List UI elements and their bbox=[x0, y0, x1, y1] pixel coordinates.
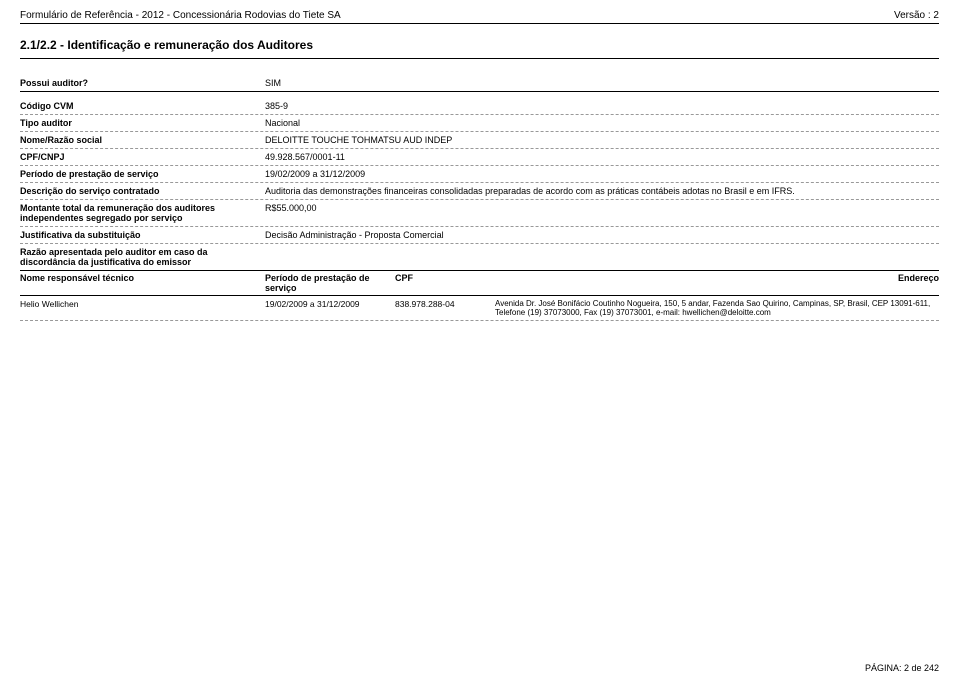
field-descricao: Descrição do serviço contratado Auditori… bbox=[20, 183, 939, 200]
field-label-periodo: Período de prestação de serviço bbox=[20, 169, 265, 179]
field-label-tipo-auditor: Tipo auditor bbox=[20, 118, 265, 128]
field-value-descricao: Auditoria das demonstrações financeiras … bbox=[265, 186, 939, 196]
table-header-nome: Nome responsável técnico bbox=[20, 273, 265, 293]
field-periodo: Período de prestação de serviço 19/02/20… bbox=[20, 166, 939, 183]
header-divider bbox=[20, 23, 939, 24]
doc-header-right: Versão : 2 bbox=[894, 10, 939, 21]
field-tipo-auditor: Tipo auditor Nacional bbox=[20, 115, 939, 132]
field-razao: Razão apresentada pelo auditor em caso d… bbox=[20, 244, 939, 271]
field-nome-razao: Nome/Razão social DELOITTE TOUCHE TOHMAT… bbox=[20, 132, 939, 149]
field-label-razao: Razão apresentada pelo auditor em caso d… bbox=[20, 247, 265, 267]
doc-header-left: Formulário de Referência - 2012 - Conces… bbox=[20, 10, 341, 21]
field-label-codigo-cvm: Código CVM bbox=[20, 101, 265, 111]
table-header-cpf: CPF bbox=[395, 273, 495, 293]
field-value-cpf-cnpj: 49.928.567/0001-11 bbox=[265, 152, 939, 162]
field-label-descricao: Descrição do serviço contratado bbox=[20, 186, 265, 196]
page-footer: PÁGINA: 2 de 242 bbox=[865, 663, 939, 673]
field-value-nome-razao: DELOITTE TOUCHE TOHMATSU AUD INDEP bbox=[265, 135, 939, 145]
field-cpf-cnpj: CPF/CNPJ 49.928.567/0001-11 bbox=[20, 149, 939, 166]
doc-header: Formulário de Referência - 2012 - Conces… bbox=[20, 10, 939, 21]
field-value-justificativa: Decisão Administração - Proposta Comerci… bbox=[265, 230, 939, 240]
field-montante: Montante total da remuneração dos audito… bbox=[20, 200, 939, 227]
field-value-codigo-cvm: 385-9 bbox=[265, 101, 939, 111]
table-header: Nome responsável técnico Período de pres… bbox=[20, 271, 939, 296]
table-cell-endereco: Avenida Dr. José Bonifácio Coutinho Nogu… bbox=[495, 299, 939, 317]
table-header-periodo: Período de prestação de serviço bbox=[265, 273, 395, 293]
table-cell-nome: Helio Wellichen bbox=[20, 299, 265, 309]
field-value-razao bbox=[265, 247, 939, 267]
field-label-nome-razao: Nome/Razão social bbox=[20, 135, 265, 145]
field-label-montante: Montante total da remuneração dos audito… bbox=[20, 203, 265, 223]
section-divider bbox=[20, 58, 939, 59]
field-value-periodo: 19/02/2009 a 31/12/2009 bbox=[265, 169, 939, 179]
table-cell-cpf: 838.978.288-04 bbox=[395, 299, 495, 309]
field-possui-auditor: Possui auditor? SIM bbox=[20, 75, 939, 92]
table-row: Helio Wellichen 19/02/2009 a 31/12/2009 … bbox=[20, 296, 939, 321]
field-justificativa: Justificativa da substituição Decisão Ad… bbox=[20, 227, 939, 244]
table-cell-periodo: 19/02/2009 a 31/12/2009 bbox=[265, 299, 395, 309]
table-header-endereco: Endereço bbox=[495, 273, 939, 293]
field-value-possui-auditor: SIM bbox=[265, 78, 939, 88]
field-label-cpf-cnpj: CPF/CNPJ bbox=[20, 152, 265, 162]
page-container: Formulário de Referência - 2012 - Conces… bbox=[0, 0, 959, 681]
field-label-possui-auditor: Possui auditor? bbox=[20, 78, 265, 88]
section-title: 2.1/2.2 - Identificação e remuneração do… bbox=[20, 38, 939, 52]
field-value-tipo-auditor: Nacional bbox=[265, 118, 939, 128]
field-label-justificativa: Justificativa da substituição bbox=[20, 230, 265, 240]
field-codigo-cvm: Código CVM 385-9 bbox=[20, 98, 939, 115]
field-value-montante: R$55.000,00 bbox=[265, 203, 939, 223]
